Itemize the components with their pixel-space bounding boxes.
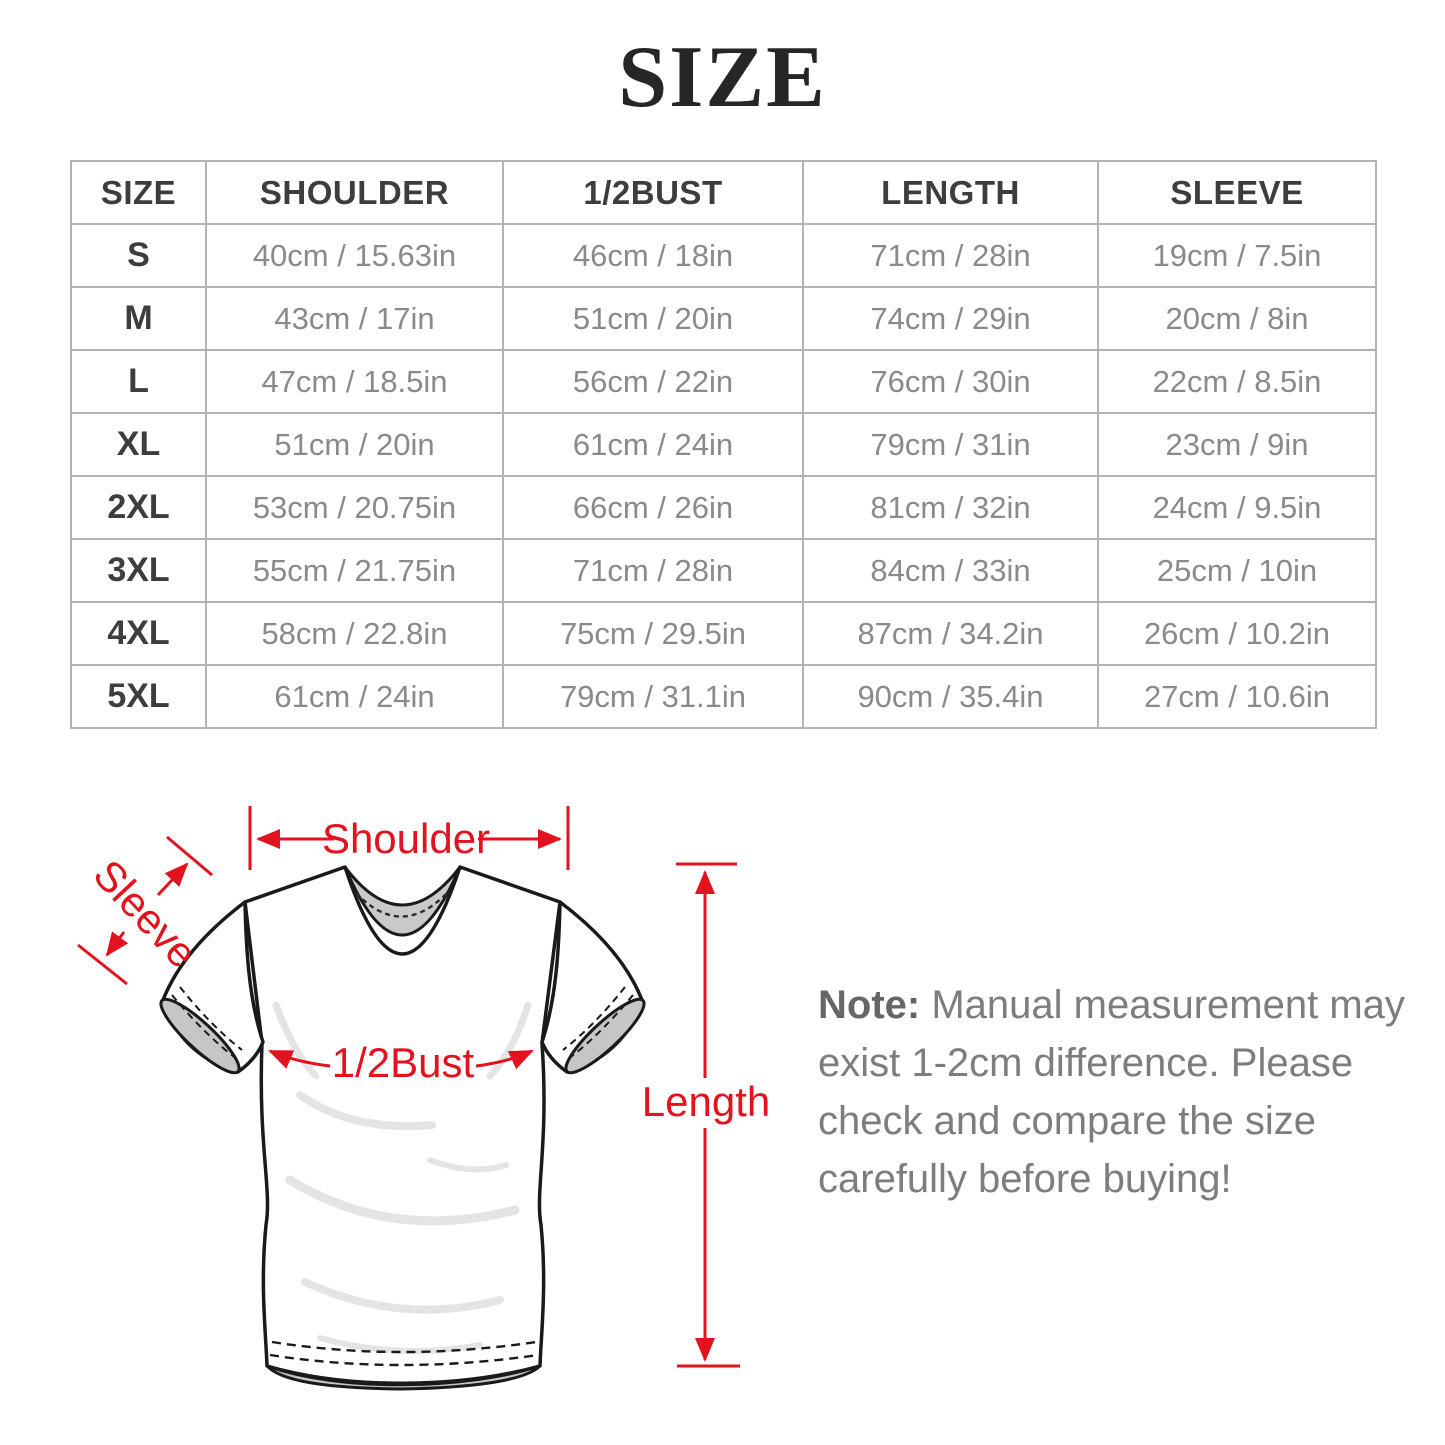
- shoulder-value: 55cm / 21.75in: [205, 538, 504, 603]
- sleeve-value: 24cm / 9.5in: [1097, 475, 1377, 540]
- shoulder-value: 53cm / 20.75in: [205, 475, 504, 540]
- shoulder-value: 40cm / 15.63in: [205, 223, 504, 288]
- shoulder-label: Shoulder: [322, 815, 490, 862]
- left-cuff-stitching: [171, 986, 243, 1061]
- table-row: XL 51cm / 20in 61cm / 24in 79cm / 31in 2…: [70, 412, 1377, 477]
- bust-value: 61cm / 24in: [502, 412, 804, 477]
- table-row: S 40cm / 15.63in 46cm / 18in 71cm / 28in…: [70, 223, 1377, 288]
- col-header-bust: 1/2BUST: [502, 160, 804, 225]
- size-label: M: [70, 286, 207, 351]
- size-label: 2XL: [70, 475, 207, 540]
- sleeve-value: 23cm / 9in: [1097, 412, 1377, 477]
- sleeve-value: 19cm / 7.5in: [1097, 223, 1377, 288]
- col-header-sleeve: SLEEVE: [1097, 160, 1377, 225]
- length-value: 79cm / 31in: [802, 412, 1099, 477]
- length-value: 84cm / 33in: [802, 538, 1099, 603]
- hem-underside: [265, 1364, 542, 1391]
- sleeve-label: Sleeve: [85, 851, 207, 977]
- hem-stitching: [269, 1340, 539, 1367]
- size-label: L: [70, 349, 207, 414]
- bust-value: 79cm / 31.1in: [502, 664, 804, 729]
- tshirt-illustration: [159, 865, 646, 1391]
- bust-value: 71cm / 28in: [502, 538, 804, 603]
- right-cuff: [564, 997, 646, 1075]
- col-header-size: SIZE: [70, 160, 207, 225]
- sleeve-value: 25cm / 10in: [1097, 538, 1377, 603]
- size-label: XL: [70, 412, 207, 477]
- note-line: check and compare the size: [818, 1099, 1317, 1143]
- col-header-shoulder: SHOULDER: [205, 160, 504, 225]
- sleeve-value: 26cm / 10.2in: [1097, 601, 1377, 666]
- sleeve-value: 22cm / 8.5in: [1097, 349, 1377, 414]
- note-line-text: Manual measurement may: [931, 983, 1405, 1027]
- bust-label: 1/2Bust: [332, 1039, 475, 1086]
- shoulder-value: 61cm / 24in: [205, 664, 504, 729]
- table-row: L 47cm / 18.5in 56cm / 22in 76cm / 30in …: [70, 349, 1377, 414]
- sleeve-value: 27cm / 10.6in: [1097, 664, 1377, 729]
- length-value: 71cm / 28in: [802, 223, 1099, 288]
- measurement-annotations: [77, 806, 740, 1368]
- length-value: 76cm / 30in: [802, 349, 1099, 414]
- sleeve-value: 20cm / 8in: [1097, 286, 1377, 351]
- length-value: 74cm / 29in: [802, 286, 1099, 351]
- shoulder-value: 47cm / 18.5in: [205, 349, 504, 414]
- shoulder-value: 43cm / 17in: [205, 286, 504, 351]
- left-cuff: [159, 997, 241, 1075]
- shoulder-measure: [248, 806, 570, 870]
- shoulder-value: 58cm / 22.8in: [205, 601, 504, 666]
- page-title: SIZE: [618, 29, 827, 126]
- bust-value: 66cm / 26in: [502, 475, 804, 540]
- collar-stitching: [355, 890, 450, 918]
- length-value: 90cm / 35.4in: [802, 664, 1099, 729]
- collar: [343, 865, 462, 937]
- length-measure: [676, 862, 740, 1368]
- col-header-length: LENGTH: [802, 160, 1099, 225]
- note-text: Note: Manual measurement may exist 1-2cm…: [818, 976, 1418, 1208]
- length-value: 81cm / 32in: [802, 475, 1099, 540]
- table-row: M 43cm / 17in 51cm / 20in 74cm / 29in 20…: [70, 286, 1377, 351]
- sleeve-measure: [77, 835, 213, 986]
- note-label: Note:: [818, 983, 921, 1027]
- bust-value: 75cm / 29.5in: [502, 601, 804, 666]
- fabric-wrinkles: [272, 1001, 532, 1355]
- table-header-row: SIZE SHOULDER 1/2BUST LENGTH SLEEVE: [70, 160, 1377, 225]
- table-row: 4XL 58cm / 22.8in 75cm / 29.5in 87cm / 3…: [70, 601, 1377, 666]
- right-cuff-stitching: [562, 986, 634, 1061]
- size-label: 5XL: [70, 664, 207, 729]
- shoulder-value: 51cm / 20in: [205, 412, 504, 477]
- bust-value: 46cm / 18in: [502, 223, 804, 288]
- size-table: SIZE SHOULDER 1/2BUST LENGTH SLEEVE S 40…: [70, 160, 1377, 729]
- bust-value: 56cm / 22in: [502, 349, 804, 414]
- note-line: carefully before buying!: [818, 1157, 1232, 1201]
- table-row: 3XL 55cm / 21.75in 71cm / 28in 84cm / 33…: [70, 538, 1377, 603]
- size-label: S: [70, 223, 207, 288]
- table-row: 5XL 61cm / 24in 79cm / 31.1in 90cm / 35.…: [70, 664, 1377, 729]
- note-line: Note: Manual measurement may: [818, 976, 1418, 1034]
- bust-value: 51cm / 20in: [502, 286, 804, 351]
- size-label: 4XL: [70, 601, 207, 666]
- length-label: Length: [642, 1078, 770, 1125]
- bust-measure: [268, 1049, 534, 1070]
- tshirt-measurement-diagram: Shoulder Sleeve 1/2Bust Length: [77, 806, 770, 1391]
- table-row: 2XL 53cm / 20.75in 66cm / 26in 81cm / 32…: [70, 475, 1377, 540]
- length-value: 87cm / 34.2in: [802, 601, 1099, 666]
- size-label: 3XL: [70, 538, 207, 603]
- note-line: exist 1-2cm difference. Please: [818, 1041, 1354, 1085]
